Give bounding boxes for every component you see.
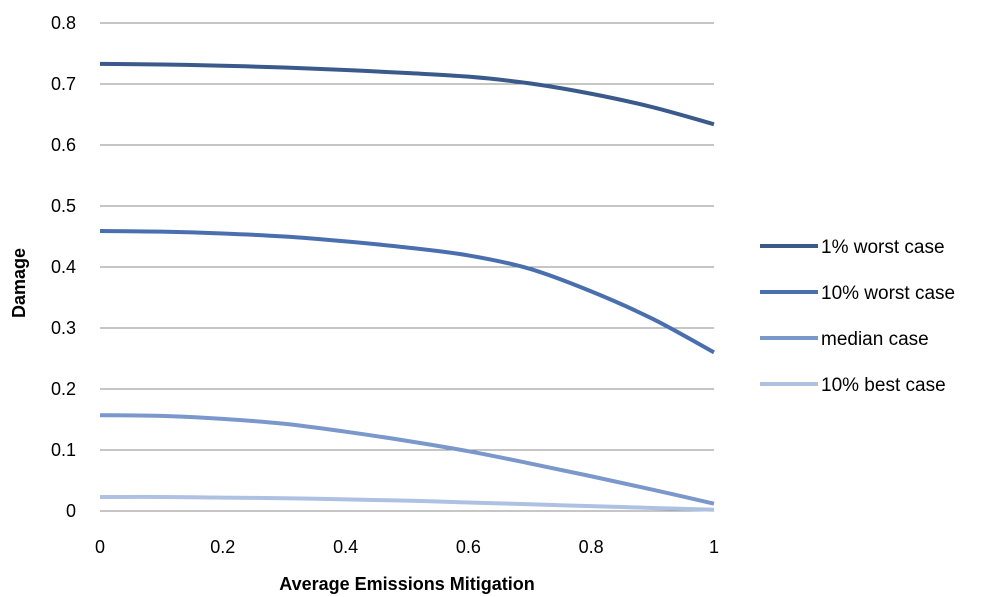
series-line-2 [99, 413, 715, 506]
legend-item: median case [760, 329, 929, 350]
y-tick-label: 0.2 [51, 379, 76, 399]
y-tick-label: 0.8 [51, 13, 76, 33]
y-axis-ticks: 0 0.1 0.2 0.3 0.4 0.5 0.6 0.7 0.8 [51, 13, 76, 521]
y-tick-label: 0.1 [51, 440, 76, 460]
legend-label: 10% best case [821, 375, 946, 396]
x-tick-label: 0.4 [333, 537, 358, 557]
y-tick-label: 0.4 [51, 257, 76, 277]
y-tick-label: 0 [66, 501, 76, 521]
y-axis-title: Damage [9, 248, 29, 318]
legend-item: 1% worst case [760, 237, 945, 258]
gridlines [100, 22, 714, 512]
x-tick-label: 0.8 [579, 537, 604, 557]
series-lines [99, 61, 715, 512]
legend-item: 10% best case [760, 375, 946, 396]
y-tick-label: 0.5 [51, 196, 76, 216]
legend-label: median case [821, 329, 929, 350]
x-tick-label: 0.6 [456, 537, 481, 557]
series-line-3 [99, 494, 715, 512]
legend-item: 10% worst case [760, 283, 955, 304]
x-tick-label: 0 [95, 537, 105, 557]
legend: 1% worst case 10% worst case median case 10… [760, 237, 955, 396]
y-tick-label: 0.3 [51, 318, 76, 338]
series-line-0 [99, 61, 715, 127]
x-axis-title: Average Emissions Mitigation [279, 574, 534, 594]
y-tick-label: 0.6 [51, 135, 76, 155]
series-line-1 [99, 229, 715, 355]
legend-label: 10% worst case [821, 283, 955, 304]
x-tick-label: 1 [709, 537, 719, 557]
x-tick-label: 0.2 [210, 537, 235, 557]
y-tick-label: 0.7 [51, 74, 76, 94]
x-axis-ticks: 0 0.2 0.4 0.6 0.8 1 [95, 537, 719, 557]
legend-label: 1% worst case [821, 237, 945, 258]
